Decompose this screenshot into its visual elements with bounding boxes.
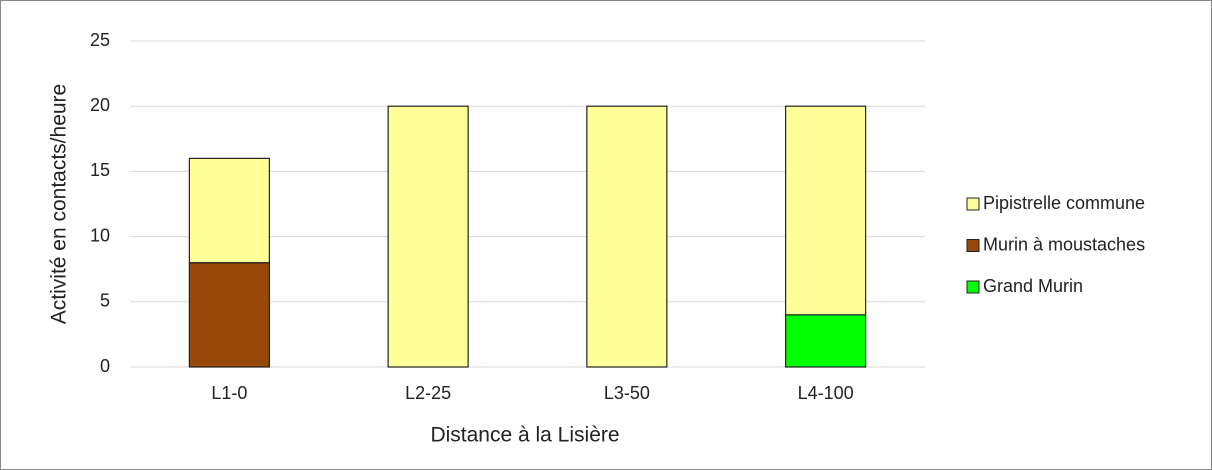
- x-tick-label: L2-25: [405, 383, 451, 403]
- y-tick-label: 5: [100, 291, 110, 311]
- bar-segment: [785, 105, 867, 316]
- legend-label: Pipistrelle commune: [983, 193, 1145, 213]
- legend-swatch: [966, 239, 980, 252]
- x-tick-label: L1-0: [211, 383, 247, 403]
- x-tick-label: L4-100: [798, 383, 854, 403]
- y-tick-label: 10: [90, 225, 110, 245]
- x-tick-label: L3-50: [604, 383, 650, 403]
- legend-label: Grand Murin: [983, 276, 1083, 296]
- legend-swatch: [966, 280, 980, 294]
- bar-segment: [188, 157, 270, 264]
- bar-segment: [586, 105, 668, 368]
- y-axis-title: Activité en contacts/heure: [48, 84, 71, 324]
- bar-segment: [188, 262, 270, 368]
- y-tick-label: 20: [90, 95, 110, 115]
- legend-swatch: [966, 197, 980, 211]
- bar-segment: [785, 314, 867, 368]
- y-tick-label: 0: [100, 356, 110, 376]
- x-axis-title: Distance à la Lisière: [430, 424, 619, 447]
- y-tick-label: 15: [90, 160, 110, 180]
- bar-segment: [387, 105, 469, 368]
- legend-label: Murin à moustaches: [983, 234, 1145, 254]
- y-tick-label: 25: [90, 30, 110, 50]
